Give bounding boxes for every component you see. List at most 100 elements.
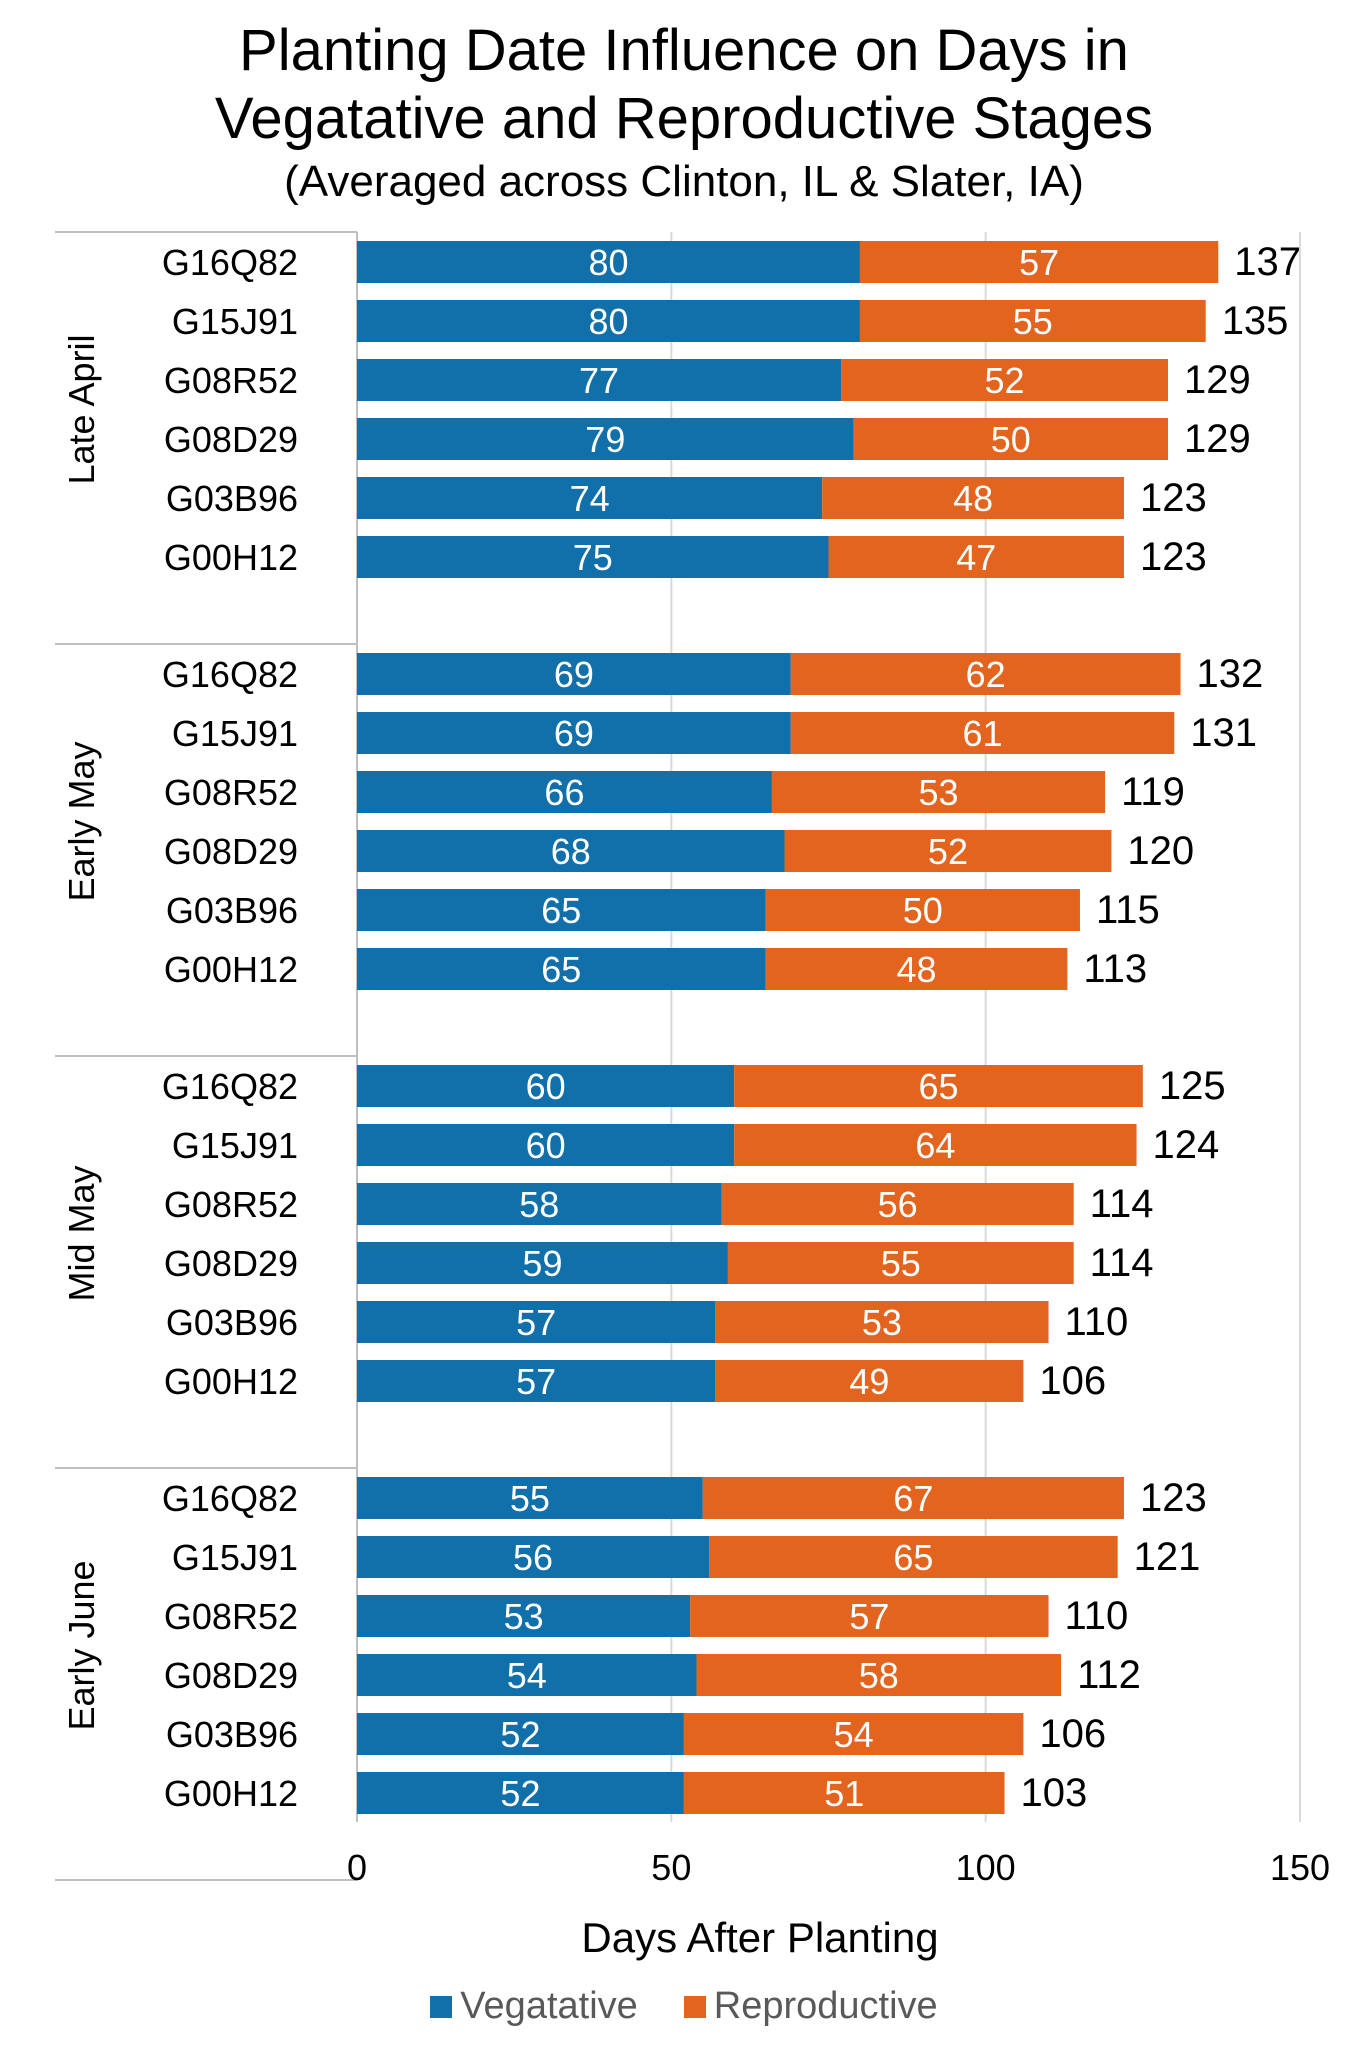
data-label-vegetative: 79 (585, 419, 625, 460)
data-label-reproductive: 52 (985, 360, 1025, 401)
chart-title: Planting Date Influence on Days in (239, 18, 1129, 83)
category-tick-label: G03B96 (166, 1714, 298, 1755)
legend-item-vegetative: Vegatative (430, 1985, 638, 2028)
legend-label-reproductive: Reproductive (713, 1985, 938, 2027)
bar-vegetative (357, 712, 791, 754)
bar-reproductive (734, 1065, 1143, 1107)
bar-reproductive (771, 771, 1106, 813)
data-label-reproductive: 51 (824, 1773, 864, 1814)
category-tick-label: G08R52 (164, 772, 298, 813)
data-label-total: 103 (1021, 1771, 1088, 1815)
data-label-total: 125 (1159, 1064, 1226, 1108)
data-label-total: 135 (1222, 299, 1289, 343)
data-label-vegetative: 65 (541, 890, 581, 931)
data-label-reproductive: 67 (893, 1478, 933, 1519)
bar-reproductive (727, 1242, 1074, 1284)
category-tick-label: G03B96 (166, 1302, 298, 1343)
bar-vegetative (357, 830, 785, 872)
bar-reproductive (790, 712, 1175, 754)
data-label-reproductive: 53 (918, 772, 958, 813)
bar-vegetative (357, 1536, 710, 1578)
legend: Vegatative Reproductive (0, 1985, 1368, 2028)
bar-reproductive (683, 1713, 1024, 1755)
data-label-vegetative: 65 (541, 949, 581, 990)
data-label-total: 106 (1039, 1359, 1106, 1403)
bar-vegetative (357, 771, 772, 813)
bar-vegetative (357, 1065, 735, 1107)
category-tick-label: G08D29 (164, 419, 298, 460)
category-tick-label: G08D29 (164, 831, 298, 872)
bar-vegetative (357, 1772, 684, 1814)
bar-reproductive (859, 300, 1206, 342)
category-tick-label: G15J91 (172, 301, 298, 342)
bar-reproductive (721, 1183, 1074, 1225)
data-label-vegetative: 66 (544, 772, 584, 813)
chart-subtitle: (Averaged across Clinton, IL & Slater, I… (284, 157, 1084, 206)
data-label-reproductive: 62 (966, 654, 1006, 695)
chart-title-line2: Vegatative and Reproductive Stages (214, 86, 1154, 151)
data-label-reproductive: 48 (896, 949, 936, 990)
bar-vegetative (357, 1595, 691, 1637)
category-tick-label: G00H12 (164, 1361, 298, 1402)
data-label-vegetative: 60 (526, 1066, 566, 1107)
x-tick-label: 100 (956, 1847, 1016, 1888)
data-label-total: 131 (1190, 711, 1257, 755)
category-tick-label: G08R52 (164, 1184, 298, 1225)
bar-reproductive (859, 241, 1219, 283)
data-label-reproductive: 50 (991, 419, 1031, 460)
bar-vegetative (357, 1654, 697, 1696)
bar-vegetative (357, 241, 860, 283)
data-label-total: 110 (1065, 1300, 1129, 1344)
category-tick-label: G16Q82 (162, 1478, 298, 1519)
data-label-vegetative: 55 (510, 1478, 550, 1519)
category-tick-label: G16Q82 (162, 242, 298, 283)
data-label-reproductive: 54 (834, 1714, 874, 1755)
bar-vegetative (357, 1301, 716, 1343)
data-label-vegetative: 69 (554, 713, 594, 754)
group-label: Mid May (61, 1165, 102, 1301)
category-tick-label: G16Q82 (162, 654, 298, 695)
bar-vegetative (357, 300, 860, 342)
bar-vegetative (357, 1242, 728, 1284)
data-label-vegetative: 53 (504, 1596, 544, 1637)
data-label-total: 120 (1127, 829, 1194, 873)
data-label-vegetative: 52 (500, 1773, 540, 1814)
data-label-vegetative: 80 (588, 242, 628, 283)
bar-reproductive (765, 948, 1068, 990)
data-label-total: 119 (1121, 770, 1185, 814)
bar-vegetative (357, 418, 854, 460)
data-label-total: 123 (1140, 476, 1207, 520)
bar-reproductive (702, 1477, 1124, 1519)
data-label-vegetative: 68 (551, 831, 591, 872)
bar-vegetative (357, 1360, 716, 1402)
data-label-vegetative: 57 (516, 1302, 556, 1343)
data-label-vegetative: 75 (573, 537, 613, 578)
legend-label-vegetative: Vegatative (460, 1985, 638, 2027)
category-tick-label: G15J91 (172, 713, 298, 754)
bar-vegetative (357, 477, 823, 519)
x-axis-title: Days After Planting (581, 1914, 938, 1961)
data-label-reproductive: 64 (915, 1125, 955, 1166)
bar-vegetative (357, 1183, 722, 1225)
data-label-total: 115 (1096, 888, 1160, 932)
group-label: Early May (61, 741, 102, 901)
data-label-reproductive: 57 (1019, 242, 1059, 283)
data-label-reproductive: 61 (962, 713, 1002, 754)
category-tick-label: G00H12 (164, 1773, 298, 1814)
bar-reproductive (828, 536, 1124, 578)
x-tick-label: 0 (347, 1847, 367, 1888)
data-label-reproductive: 53 (862, 1302, 902, 1343)
bar-vegetative (357, 889, 766, 931)
legend-swatch-reproductive (683, 1995, 706, 2018)
data-label-total: 124 (1153, 1123, 1220, 1167)
bar-vegetative (357, 359, 842, 401)
data-label-reproductive: 50 (903, 890, 943, 931)
bar-reproductive (715, 1301, 1049, 1343)
data-label-vegetative: 57 (516, 1361, 556, 1402)
data-label-vegetative: 80 (588, 301, 628, 342)
bar-vegetative (357, 1124, 735, 1166)
bar-reproductive (715, 1360, 1024, 1402)
bar-vegetative (357, 1713, 684, 1755)
data-label-total: 129 (1184, 358, 1251, 402)
bar-vegetative (357, 536, 829, 578)
